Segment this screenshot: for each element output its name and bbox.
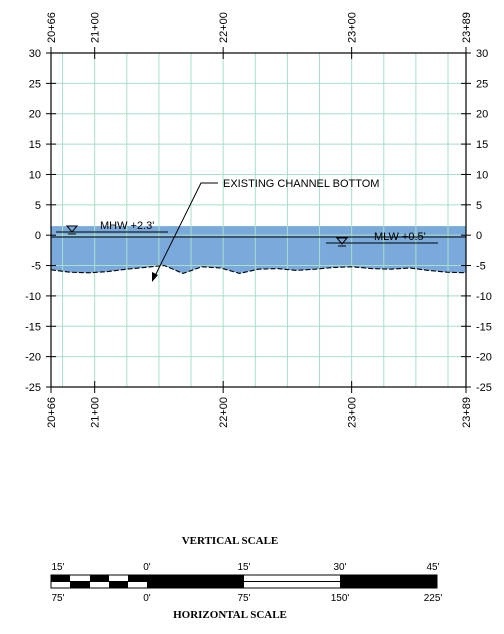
vertical-scale-label: 15' <box>51 562 64 573</box>
y-axis-right-labels: 30 25 20 15 10 5 0 -5 -10 -15 -20 -25 <box>476 48 492 394</box>
station-label-bottom: 22+00 <box>218 397 230 428</box>
channel-bottom-line <box>50 264 467 274</box>
annotation-label: EXISTING CHANNEL BOTTOM <box>223 178 379 190</box>
mlw-triangle-icon <box>335 237 349 245</box>
station-label-top: 20+66 <box>46 12 58 43</box>
y-tick-label-left: -5 <box>31 261 41 273</box>
y-tick-label-right: 30 <box>476 48 488 60</box>
y-tick-label-left: -20 <box>25 352 41 364</box>
station-label-top: 21+00 <box>90 12 102 43</box>
y-tick-label-right: -10 <box>476 291 492 303</box>
y-axis-left-labels: 30 25 20 15 10 5 0 -5 -10 -15 -20 -25 <box>25 48 41 394</box>
station-label-top: 22+00 <box>218 12 230 43</box>
station-label-top: 23+89 <box>461 12 473 43</box>
station-label-top: 23+00 <box>347 12 359 43</box>
horizontal-scale-label: 0' <box>143 593 151 604</box>
y-tick-label-left: 10 <box>29 169 41 181</box>
y-tick-label-left: 20 <box>29 109 41 121</box>
vertical-scale-label: 0' <box>143 562 151 573</box>
water-area <box>51 226 466 274</box>
y-tick-label-left: -15 <box>25 321 41 333</box>
y-tick-label-right: 25 <box>476 78 488 90</box>
vertical-scale-label: 45' <box>426 562 439 573</box>
grid-lines <box>51 53 466 387</box>
y-tick-label-left: 0 <box>35 230 41 242</box>
existing-channel-annotation: EXISTING CHANNEL BOTTOM <box>152 178 379 282</box>
mhw-triangle-icon <box>65 225 79 233</box>
horizontal-scale-label: 75' <box>237 593 250 604</box>
y-tick-label-right: -20 <box>476 352 492 364</box>
x-axis-ticks <box>50 47 467 393</box>
y-tick-label-right: 10 <box>476 169 488 181</box>
y-tick-label-left: 30 <box>29 48 41 60</box>
y-tick-label-right: -5 <box>476 261 486 273</box>
vertical-scale-title: VERTICAL SCALE <box>182 535 279 547</box>
y-tick-label-right: -15 <box>476 321 492 333</box>
horizontal-scale-label: 150' <box>331 593 350 604</box>
y-tick-label-left: 5 <box>35 200 41 212</box>
y-tick-label-right: 0 <box>476 230 482 242</box>
station-label-bottom: 21+00 <box>90 397 102 428</box>
vertical-scale: VERTICAL SCALE 15' 0' 15' 30' 45' <box>51 535 439 573</box>
scale-bar <box>50 574 438 589</box>
y-tick-label-right: 20 <box>476 109 488 121</box>
mlw-label: MLW +0.5' <box>374 231 426 243</box>
mhw-label: MHW +2.3' <box>100 220 154 232</box>
station-label-bottom: 23+00 <box>347 397 359 428</box>
section-plot: 30 25 20 15 10 5 0 -5 -10 -15 -20 -25 30 25 20 15 10 5 0 -… <box>25 12 492 428</box>
horizontal-scale-title: HORIZONTAL SCALE <box>173 609 287 621</box>
y-tick-label-right: 5 <box>476 200 482 212</box>
y-tick-label-left: 15 <box>29 139 41 151</box>
y-tick-label-left: -10 <box>25 291 41 303</box>
y-tick-label-right: -25 <box>476 382 492 394</box>
station-labels-top: 20+66 21+00 22+00 23+00 23+89 <box>46 12 473 43</box>
vertical-scale-label: 30' <box>333 562 346 573</box>
mhw-marker: MHW +2.3' <box>56 220 168 235</box>
station-labels-bottom: 20+66 21+00 22+00 23+00 23+89 <box>46 397 473 428</box>
y-tick-label-left: 25 <box>29 78 41 90</box>
station-label-bottom: 23+89 <box>461 397 473 428</box>
horizontal-scale-label: 75' <box>51 593 64 604</box>
mlw-marker: MLW +0.5' <box>326 231 438 247</box>
plot-frame <box>50 52 467 388</box>
y-axis-ticks <box>46 52 471 388</box>
horizontal-scale-label: 225' <box>424 593 443 604</box>
y-tick-label-left: -25 <box>25 382 41 394</box>
leader-arrow-icon <box>152 272 158 282</box>
horizontal-scale: 75' 0' 75' 150' 225' HORIZONTAL SCALE <box>51 593 442 621</box>
y-tick-label-right: 15 <box>476 139 488 151</box>
station-label-bottom: 20+66 <box>46 397 58 428</box>
vertical-scale-label: 15' <box>237 562 250 573</box>
